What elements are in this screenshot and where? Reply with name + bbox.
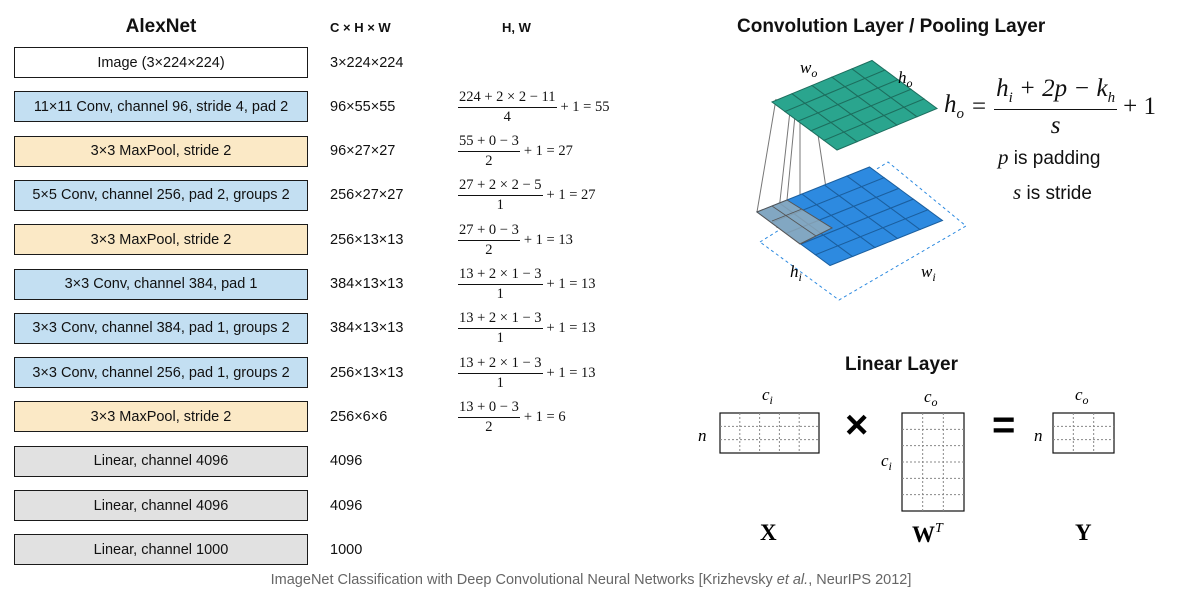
layer-output-shape: 256×13×13 xyxy=(330,364,404,381)
input-cell xyxy=(904,209,944,231)
shape-column-header: C × H × W xyxy=(330,20,391,35)
layer-output-shape: 256×6×6 xyxy=(330,408,388,425)
calc-denominator: 1 xyxy=(496,197,504,214)
size-calculation: 55 + 0 − 3 2 + 1 = 27 xyxy=(458,132,573,172)
calc-numerator: 13 + 0 − 3 xyxy=(458,399,520,418)
ho-label: ho xyxy=(898,68,913,90)
layer-box-linear: Linear, channel 1000 xyxy=(14,534,308,566)
calc-numerator: 13 + 2 × 1 − 3 xyxy=(458,266,543,285)
matrix-y-border xyxy=(1052,412,1115,454)
formula-numerator: hi + 2p − kh xyxy=(994,75,1118,110)
output-size-formula: ho = hi + 2p − kh s + 1 xyxy=(944,74,1156,139)
size-calculation: 13 + 0 − 3 2 + 1 = 6 xyxy=(458,397,566,437)
layer-box-conv: 3×3 Conv, channel 256, pad 1, groups 2 xyxy=(14,357,308,389)
calc-numerator: 224 + 2 × 2 − 11 xyxy=(458,89,557,108)
size-calculation: 27 + 2 × 2 − 5 1 + 1 = 27 xyxy=(458,176,596,216)
layer-box-pool: 3×3 MaxPool, stride 2 xyxy=(14,224,308,256)
calc-result: + 1 = 13 xyxy=(546,276,596,292)
layer-box-image: Image (3×224×224) xyxy=(14,47,308,78)
formula-plus-one: + 1 xyxy=(1123,93,1156,120)
layer-box-conv: 3×3 Conv, channel 384, pad 1, groups 2 xyxy=(14,312,308,344)
calc-denominator: 1 xyxy=(496,286,504,302)
co-label-y: co xyxy=(1075,385,1089,407)
hw-column-header: H, W xyxy=(502,20,531,35)
layer-output-shape: 384×13×13 xyxy=(330,320,404,337)
calc-numerator: 27 + 0 − 3 xyxy=(458,222,520,241)
calc-denominator: 1 xyxy=(496,374,504,391)
layer-output-shape: 256×13×13 xyxy=(330,231,404,248)
linear-diagram: ci n co ci co n × = X WT Y xyxy=(698,385,1115,547)
ci-label-x: ci xyxy=(762,385,773,407)
layer-output-shape: 96×27×27 xyxy=(330,143,396,160)
linear-layer-title: Linear Layer xyxy=(845,354,958,375)
calc-denominator: 2 xyxy=(485,241,493,258)
calc-denominator: 4 xyxy=(503,108,511,125)
padding-note: p is padding xyxy=(998,145,1101,169)
n-label-y: n xyxy=(1034,426,1043,445)
y-label: Y xyxy=(1075,520,1092,545)
layer-box-linear: Linear, channel 4096 xyxy=(14,445,308,477)
kernel-patch xyxy=(755,199,834,245)
layer-box-pool: 3×3 MaxPool, stride 2 xyxy=(14,401,308,433)
citation-caption: ImageNet Classification with Deep Convol… xyxy=(270,572,912,588)
formula-lhs: ho xyxy=(944,91,964,122)
layer-box-conv: 3×3 Conv, channel 384, pad 1 xyxy=(14,268,308,300)
layer-output-shape: 4096 xyxy=(330,453,363,470)
layer-box-pool: 3×3 MaxPool, stride 2 xyxy=(14,135,308,167)
calc-numerator: 27 + 2 × 2 − 5 xyxy=(458,177,543,197)
layer-box-conv: 5×5 Conv, channel 256, pad 2, groups 2 xyxy=(14,179,308,211)
layer-output-shape: 384×13×13 xyxy=(330,276,404,292)
x-label: X xyxy=(760,520,777,545)
calc-result: + 1 = 13 xyxy=(523,231,573,248)
size-calculation: 13 + 2 × 1 − 3 1 + 1 = 13 xyxy=(458,265,596,305)
calc-numerator: 13 + 2 × 1 − 3 xyxy=(458,355,543,374)
size-calculation: 224 + 2 × 2 − 11 4 + 1 = 55 xyxy=(458,87,609,127)
co-label-w: co xyxy=(924,387,938,409)
ci-label-w: ci xyxy=(881,451,892,473)
wt-label: WT xyxy=(912,521,944,547)
matrix-x xyxy=(719,412,820,454)
n-label-x: n xyxy=(698,426,707,445)
calc-denominator: 2 xyxy=(485,418,493,435)
calc-numerator: 55 + 0 − 3 xyxy=(458,133,520,153)
layer-output-shape: 256×27×27 xyxy=(330,187,404,204)
calc-denominator: 1 xyxy=(496,330,504,347)
calc-result: + 1 = 27 xyxy=(523,143,573,160)
layer-box-conv: 11×11 Conv, channel 96, stride 4, pad 2 xyxy=(14,91,308,123)
matrix-x-border xyxy=(719,412,820,454)
output-cell xyxy=(902,98,939,118)
formula-denominator: s xyxy=(1050,111,1061,139)
conv-diagram: wo ho hi wi xyxy=(755,58,967,301)
calc-result: + 1 = 27 xyxy=(546,187,596,204)
layer-output-shape: 96×55×55 xyxy=(330,98,396,115)
wo-label: wo xyxy=(800,58,817,80)
calc-denominator: 2 xyxy=(485,153,493,170)
calc-result: + 1 = 13 xyxy=(546,364,596,381)
layer-box-linear: Linear, channel 4096 xyxy=(14,490,308,521)
size-calculation: 27 + 0 − 3 2 + 1 = 13 xyxy=(458,220,573,260)
conv-pool-title: Convolution Layer / Pooling Layer xyxy=(737,16,1046,37)
matrix-y xyxy=(1052,412,1115,454)
alexnet-title: AlexNet xyxy=(125,16,197,37)
layer-output-shape: 1000 xyxy=(330,541,363,558)
wi-label: wi xyxy=(921,262,936,284)
equals-sign: = xyxy=(992,403,1015,447)
output-grid xyxy=(770,59,939,151)
calc-result: + 1 = 55 xyxy=(560,98,610,115)
calc-numerator: 13 + 2 × 1 − 3 xyxy=(458,310,543,330)
times-sign: × xyxy=(845,403,868,447)
size-calculation: 13 + 2 × 1 − 3 1 + 1 = 13 xyxy=(458,309,596,349)
size-calculation: 13 + 2 × 1 − 3 1 + 1 = 13 xyxy=(458,353,596,393)
calc-result: + 1 = 6 xyxy=(523,408,566,425)
calc-result: + 1 = 13 xyxy=(546,320,596,337)
matrix-w xyxy=(901,412,965,512)
layer-output-shape: 4096 xyxy=(330,497,363,514)
stride-note: s is stride xyxy=(1013,180,1092,204)
hi-label: hi xyxy=(790,262,802,284)
layer-output-shape: 3×224×224 xyxy=(330,54,404,71)
